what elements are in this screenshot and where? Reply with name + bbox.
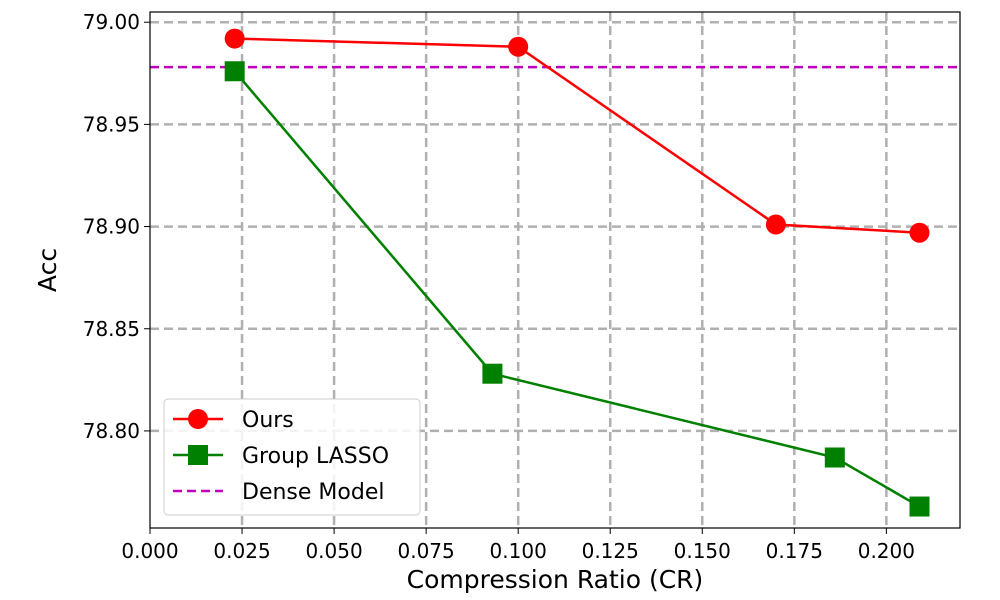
y-tick-label: 79.00 (83, 10, 140, 34)
legend-item: Group LASSO (173, 444, 389, 469)
x-tick-label: 0.200 (858, 539, 915, 563)
y-axis-label: Acc (33, 248, 62, 292)
y-tick-label: 78.85 (83, 317, 140, 341)
data-point (909, 222, 930, 243)
data-point (824, 447, 845, 468)
x-tick-label: 0.175 (766, 539, 823, 563)
legend-marker (188, 409, 208, 429)
x-tick-label: 0.075 (398, 539, 455, 563)
legend-label: Dense Model (242, 480, 384, 505)
y-tick-label: 78.90 (83, 215, 140, 239)
series-line (234, 37, 920, 234)
x-tick-label: 0.100 (490, 539, 547, 563)
x-axis-label: Compression Ratio (CR) (407, 565, 704, 594)
legend-marker (188, 445, 208, 465)
data-point (224, 61, 245, 82)
data-point (482, 363, 503, 384)
series-ours (224, 28, 930, 243)
x-axis: 0.000 0.025 0.050 0.075 0.100 0.125 0.150 0.175… (121, 528, 915, 563)
plot-frame (149, 11, 961, 529)
legend-box (163, 398, 421, 516)
series-layer (224, 28, 930, 517)
series-group-lasso (224, 61, 930, 517)
data-point (508, 36, 529, 57)
y-axis: 78.80 78.85 78.90 78.95 79.00 (83, 10, 150, 443)
y-tick-label: 78.95 (83, 112, 140, 136)
legend: Ours Group LASSO Dense Model (163, 398, 421, 516)
data-point (224, 28, 245, 49)
x-tick-label: 0.000 (121, 539, 178, 563)
legend-label: Group LASSO (242, 444, 389, 469)
legend-item: Ours (173, 408, 294, 433)
legend-item: Dense Model (173, 480, 384, 505)
x-tick-label: 0.050 (305, 539, 362, 563)
legend-label: Ours (242, 408, 294, 433)
x-tick-label: 0.025 (213, 539, 270, 563)
data-point (909, 496, 930, 517)
data-point (765, 214, 786, 235)
x-tick-label: 0.125 (582, 539, 639, 563)
series-line (233, 70, 921, 508)
x-tick-label: 0.150 (674, 539, 731, 563)
y-tick-label: 78.80 (83, 419, 140, 443)
